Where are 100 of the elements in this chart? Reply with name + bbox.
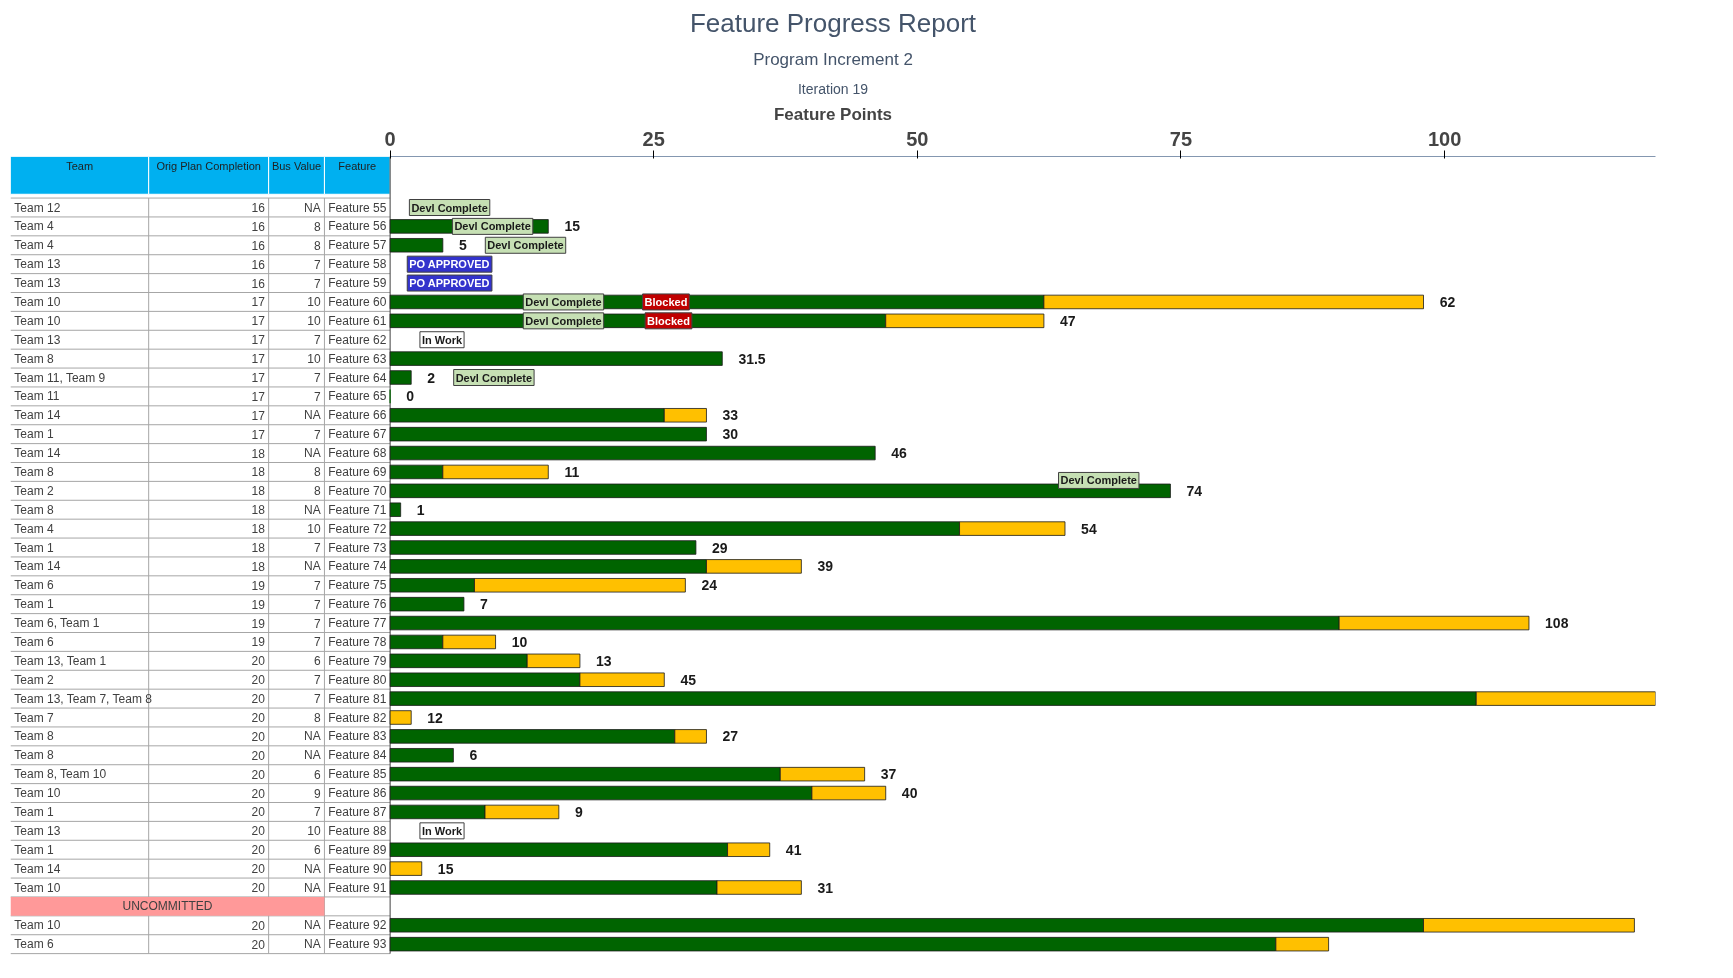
annotation: 45 — [680, 671, 697, 688]
text: 8 — [313, 465, 321, 480]
annotation: Blocked — [647, 314, 690, 327]
text: NA — [303, 408, 321, 423]
text: Team 10 — [14, 294, 61, 309]
annotation: 12 — [427, 709, 444, 726]
text: 7 — [313, 805, 321, 820]
text: 7 — [313, 597, 321, 612]
bar — [389, 710, 412, 725]
text: 18 — [251, 559, 266, 574]
annotation: 37 — [880, 766, 897, 783]
y-tick-label: Feature 70 — [328, 483, 387, 498]
text: 7 — [313, 276, 321, 291]
text: 17 — [251, 427, 266, 442]
text: 18 — [251, 522, 266, 537]
text: Bus Value — [271, 159, 322, 172]
text: 7 — [313, 541, 321, 555]
text: Orig Plan Completion — [156, 159, 261, 172]
bar — [389, 445, 876, 461]
annotation: 41 — [785, 841, 802, 858]
text: 20 — [251, 692, 266, 707]
bar — [389, 861, 423, 876]
text: 17 — [251, 352, 266, 367]
text: Team 4 — [14, 238, 54, 253]
text: 7 — [313, 427, 321, 442]
text: 17 — [251, 389, 266, 404]
bar — [389, 238, 444, 253]
text: 17 — [251, 333, 266, 348]
text: 8 — [313, 484, 321, 499]
text: 7 — [313, 616, 321, 631]
y-tick-label: Feature 58 — [328, 257, 387, 272]
text: 16 — [251, 219, 266, 234]
text: Team 14 — [14, 559, 61, 574]
text: 8 — [313, 238, 321, 253]
bar — [389, 748, 454, 763]
text: Team 10 — [14, 880, 61, 895]
text: 20 — [251, 673, 266, 688]
text: NA — [303, 861, 321, 876]
text: 20 — [251, 786, 266, 801]
text: 20 — [251, 918, 266, 933]
text: 17 — [251, 408, 266, 423]
text: Team 13, Team 1 — [14, 653, 107, 668]
y-tick-label: Feature 93 — [328, 937, 387, 952]
text: Feature — [338, 159, 377, 172]
text: Team 10 — [14, 313, 61, 328]
annotation: 11 — [564, 463, 580, 480]
text: 18 — [251, 484, 266, 499]
text: 6 — [313, 843, 321, 858]
text: 19 — [251, 597, 266, 612]
text: Team — [66, 159, 94, 172]
text: 10 — [307, 522, 321, 537]
text: 7 — [313, 371, 321, 385]
x-tick-label: 0 — [384, 127, 396, 150]
text: 7 — [313, 692, 321, 707]
text: Team 4 — [14, 521, 54, 536]
text: 20 — [251, 824, 266, 839]
annotation: 54 — [1081, 520, 1097, 537]
annotation: 62 — [1439, 293, 1456, 310]
text: 20 — [251, 767, 266, 782]
text: NA — [303, 200, 321, 215]
annotation: 10 — [511, 633, 528, 650]
y-tick-label: Feature 73 — [328, 540, 387, 555]
text: 16 — [251, 201, 266, 215]
y-tick-label: Feature 91 — [328, 880, 387, 895]
text: 19 — [251, 578, 266, 593]
annotation: Devl Complete — [525, 314, 602, 327]
text: Team 1 — [14, 842, 54, 857]
text: 20 — [251, 654, 266, 669]
text: Team 1 — [14, 540, 54, 555]
y-tick-label: Feature 81 — [328, 691, 387, 706]
y-tick-label: Feature 86 — [328, 786, 387, 801]
text: Team 6 — [14, 634, 54, 649]
x-tick-label: 50 — [906, 127, 929, 150]
y-tick-label: Feature 83 — [328, 729, 387, 744]
text: 7 — [313, 257, 321, 272]
annotation: 27 — [722, 728, 739, 745]
y-tick-label: Feature 85 — [328, 767, 387, 782]
text: 16 — [251, 238, 266, 253]
y-tick-label: Feature 84 — [328, 748, 387, 763]
y-tick-label: Feature 79 — [328, 653, 387, 668]
y-tick-label: Feature 59 — [328, 276, 387, 291]
y-tick-label: Feature 88 — [328, 823, 387, 838]
annotation: 31 — [817, 879, 834, 896]
text: 9 — [313, 786, 321, 801]
text: 17 — [251, 371, 266, 385]
text: Team 8 — [14, 729, 54, 744]
text: NA — [303, 502, 321, 517]
y-tick-label: Feature 82 — [328, 710, 387, 725]
y-tick-label: Feature 80 — [328, 672, 387, 687]
x-tick-label: 75 — [1169, 127, 1193, 150]
text: Team 4 — [14, 219, 54, 234]
text: 7 — [313, 333, 321, 348]
y-tick-label: Feature 92 — [328, 918, 387, 933]
text: Team 14 — [14, 446, 61, 461]
text: Team 14 — [14, 861, 61, 876]
text: 18 — [251, 541, 266, 555]
x-tick-label: 25 — [642, 127, 665, 150]
text: Team 8 — [14, 351, 54, 366]
annotation: In Work — [421, 333, 463, 346]
y-tick-label: Feature 77 — [328, 616, 387, 631]
